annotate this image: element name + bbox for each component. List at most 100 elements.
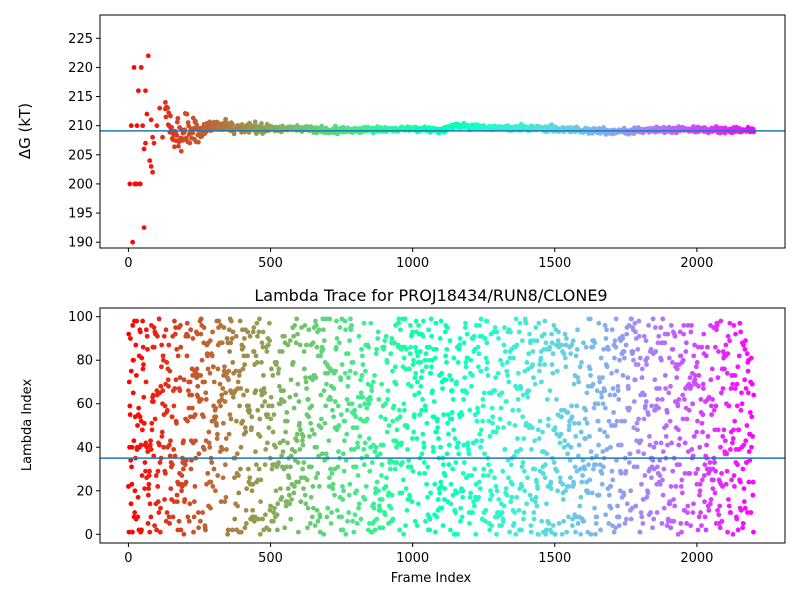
lambda-point [166, 383, 171, 389]
lambda-point [313, 475, 319, 481]
lambda-point [606, 418, 612, 424]
lambda-point [183, 479, 189, 485]
lambda-point [373, 351, 379, 357]
lambda-point [355, 473, 361, 478]
lambda-point [556, 521, 562, 526]
lambda-point [641, 451, 647, 457]
lambda-point [352, 407, 358, 413]
delta-g-point [191, 126, 197, 131]
lambda-point [639, 481, 644, 487]
lambda-point [733, 331, 738, 337]
lambda-point [583, 344, 589, 350]
delta-g-point [127, 181, 133, 187]
lambda-point [748, 510, 754, 515]
lambda-point [350, 518, 356, 524]
lambda-point [166, 342, 172, 348]
lambda-point [519, 484, 525, 489]
lambda-point [477, 486, 483, 492]
lambda-point [366, 344, 371, 350]
lambda-point [162, 497, 167, 502]
lambda-point [143, 468, 148, 474]
lambda-point [654, 510, 660, 515]
lambda-point [475, 364, 481, 370]
lambda-point [628, 516, 634, 522]
lambda-point [501, 503, 507, 509]
lambda-point [435, 497, 441, 502]
lambda-point [554, 468, 560, 474]
lambda-point [269, 403, 275, 409]
lambda-point [594, 514, 600, 520]
lambda-point [312, 523, 318, 528]
lambda-point [696, 373, 702, 378]
lambda-point [332, 492, 337, 498]
lambda-point [697, 492, 702, 498]
lambda-point [533, 494, 539, 500]
lambda-point [664, 423, 669, 428]
lambda-point [552, 425, 558, 431]
lambda-point [517, 320, 523, 326]
lambda-point [525, 366, 531, 372]
lambda-point [506, 379, 512, 385]
lambda-point [715, 507, 721, 513]
lambda-point [694, 429, 700, 435]
lambda-point [361, 447, 367, 452]
lambda-point [583, 407, 589, 413]
lambda-point [587, 477, 593, 483]
lambda-point [300, 466, 306, 472]
lambda-point [534, 479, 539, 485]
lambda-point [573, 433, 579, 439]
lambda-point [624, 331, 630, 337]
lambda-point [408, 464, 414, 470]
lambda-point [613, 525, 618, 531]
lambda-point [527, 492, 533, 498]
lambda-point [604, 433, 610, 439]
lambda-point [135, 514, 141, 520]
lambda-point [220, 386, 226, 391]
lambda-point [370, 379, 376, 385]
lambda-point [739, 390, 744, 396]
lambda-point [469, 473, 475, 478]
lambda-point [318, 392, 324, 398]
lambda-point [323, 403, 329, 409]
lambda-point [299, 438, 305, 444]
delta-g-y-axis-label: ΔG (kT) [16, 103, 34, 159]
lambda-point [412, 518, 418, 524]
lambda-point [208, 505, 213, 511]
lambda-point [130, 323, 136, 328]
lambda-point [195, 383, 201, 389]
lambda-point [274, 359, 279, 365]
lambda-point [236, 490, 242, 496]
lambda-point [666, 355, 672, 361]
lambda-point [273, 444, 279, 450]
lambda-point [378, 473, 384, 478]
lambda-point [318, 353, 323, 359]
lambda-point [622, 521, 628, 526]
lambda-point [684, 521, 690, 526]
lambda-point [471, 333, 477, 339]
lambda-point [534, 338, 540, 344]
lambda-point [155, 468, 161, 474]
lambda-point [218, 499, 224, 505]
lambda-point [621, 349, 627, 354]
lambda-point [344, 407, 350, 413]
lambda-point [383, 401, 389, 407]
lambda-point [537, 368, 542, 374]
lambda-point [597, 379, 603, 385]
x-tick-label: 1000 [396, 551, 429, 566]
lambda-point [132, 488, 138, 494]
lambda-point [697, 444, 703, 450]
lambda-point [695, 527, 701, 533]
delta-g-point [252, 119, 258, 125]
lambda-point [158, 383, 164, 389]
lambda-point [689, 447, 695, 452]
lambda-point [420, 396, 426, 402]
lambda-point [631, 399, 637, 404]
lambda-point [520, 414, 526, 420]
lambda-point [656, 405, 661, 411]
lambda-point [577, 503, 583, 509]
lambda-point [509, 494, 515, 500]
lambda-point [575, 521, 581, 526]
lambda-point [646, 323, 651, 328]
lambda-point [734, 381, 740, 387]
lambda-point [310, 484, 316, 489]
